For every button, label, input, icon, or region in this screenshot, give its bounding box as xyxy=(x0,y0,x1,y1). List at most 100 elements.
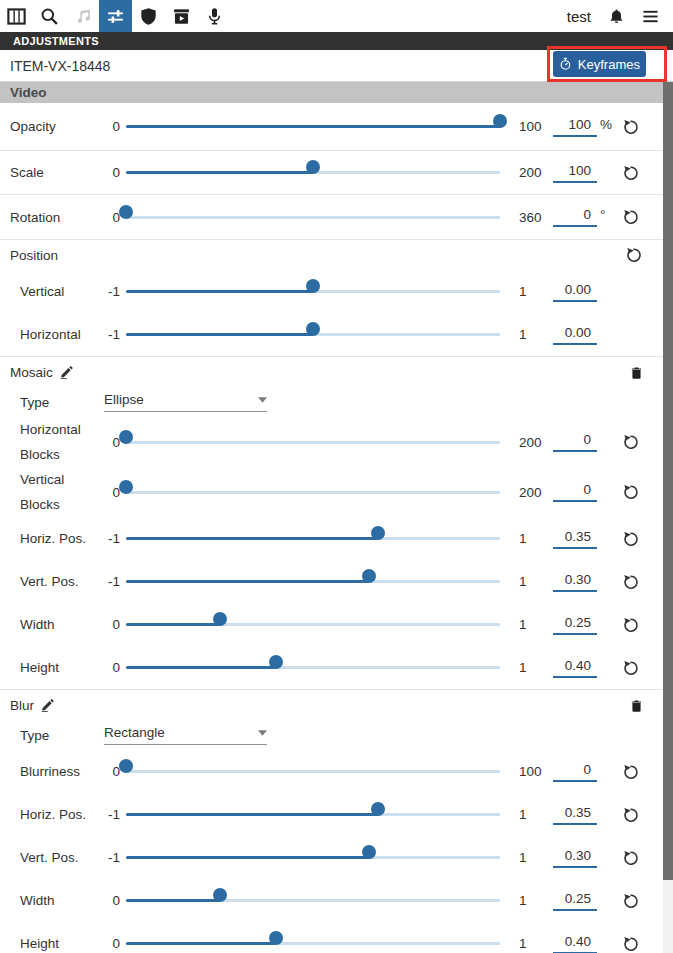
blur-delete-button[interactable] xyxy=(630,698,643,713)
tab-adjustments[interactable] xyxy=(99,0,132,32)
position-horizontal-value-input[interactable]: 0.00 xyxy=(553,325,597,345)
mosaic-horiz-pos-value-input[interactable]: 0.35 xyxy=(553,529,597,549)
blur-blurriness-value-input[interactable]: 0 xyxy=(553,762,597,782)
mosaic-width-value-input[interactable]: 0.25 xyxy=(553,615,597,635)
position-reset-button[interactable] xyxy=(625,246,643,264)
tab-voice[interactable] xyxy=(198,0,231,32)
blur-type-select[interactable]: Rectangle xyxy=(104,725,267,745)
blur-vert-pos-value-input[interactable]: 0.30 xyxy=(553,848,597,868)
slider-thumb[interactable] xyxy=(119,480,133,494)
edit-icon[interactable] xyxy=(60,365,74,379)
menu-icon[interactable] xyxy=(642,8,659,25)
video-opacity-value-input[interactable]: 100 xyxy=(553,117,597,137)
tab-shield[interactable] xyxy=(132,0,165,32)
blur-width-value-input[interactable]: 0.25 xyxy=(553,891,597,911)
mosaic-vertical-blocks-reset-button[interactable] xyxy=(622,483,640,501)
slider-track[interactable] xyxy=(126,491,500,494)
blur-horiz-pos-slider[interactable] xyxy=(126,808,500,822)
blur-width-reset-button[interactable] xyxy=(622,892,640,910)
slider-thumb[interactable] xyxy=(119,430,133,444)
video-rotation-reset-button[interactable] xyxy=(622,208,640,226)
video-rotation-value-input[interactable]: 0 xyxy=(553,207,597,227)
slider-track[interactable] xyxy=(126,666,500,669)
video-rotation-slider[interactable] xyxy=(126,210,500,224)
blur-blurriness-slider[interactable] xyxy=(126,765,500,779)
video-scale-reset-button[interactable] xyxy=(622,164,640,182)
blur-horiz-pos-reset-button[interactable] xyxy=(622,806,640,824)
mosaic-horiz-pos-reset-button[interactable] xyxy=(622,530,640,548)
mosaic-height-slider[interactable] xyxy=(126,661,500,675)
blur-vert-pos-reset-button[interactable] xyxy=(622,849,640,867)
mosaic-vert-pos-value-input[interactable]: 0.30 xyxy=(553,572,597,592)
video-scale-value-input[interactable]: 100 xyxy=(553,163,597,183)
slider-thumb[interactable] xyxy=(269,655,283,669)
position-vertical-value-input[interactable]: 0.00 xyxy=(553,282,597,302)
slider-thumb[interactable] xyxy=(119,205,133,219)
row-label: Vertical Blocks xyxy=(20,467,104,517)
mosaic-horizontal-blocks-reset-button[interactable] xyxy=(622,433,640,451)
mosaic-delete-button[interactable] xyxy=(630,365,643,380)
row-label: Width xyxy=(20,612,104,637)
slider-track[interactable] xyxy=(126,441,500,444)
section-position: PositionVertical-110.00Horizontal-110.00 xyxy=(0,239,663,356)
keyframes-button[interactable]: Keyframes xyxy=(553,51,646,77)
mosaic-horiz-pos-slider[interactable] xyxy=(126,532,500,546)
position-vertical-slider[interactable] xyxy=(126,285,500,299)
slider-thumb[interactable] xyxy=(213,888,227,902)
mosaic-horizontal-blocks-slider[interactable] xyxy=(126,435,500,449)
bell-icon[interactable] xyxy=(608,8,625,25)
slider-thumb[interactable] xyxy=(362,569,376,583)
blur-vert-pos-slider[interactable] xyxy=(126,851,500,865)
mosaic-width-reset-button[interactable] xyxy=(622,616,640,634)
slider-track[interactable] xyxy=(126,537,500,540)
slider-thumb[interactable] xyxy=(493,114,507,128)
slider-track[interactable] xyxy=(126,770,500,773)
slider-thumb[interactable] xyxy=(306,279,320,293)
video-opacity-slider[interactable] xyxy=(126,120,500,134)
blur-height-value-input[interactable]: 0.40 xyxy=(553,934,597,953)
mosaic-vert-pos-reset-button[interactable] xyxy=(622,573,640,591)
toolbar-tabs xyxy=(0,0,231,32)
row-label: Horizontal xyxy=(20,322,104,347)
mosaic-height-reset-button[interactable] xyxy=(622,659,640,677)
mosaic-height-value-input[interactable]: 0.40 xyxy=(553,658,597,678)
position-horizontal-slider[interactable] xyxy=(126,328,500,342)
slider-track[interactable] xyxy=(126,580,500,583)
video-opacity-reset-button[interactable] xyxy=(622,118,640,136)
mosaic-horizontal-blocks-value-input[interactable]: 0 xyxy=(553,432,597,452)
slider-track[interactable] xyxy=(126,899,500,902)
value-wrap: 0 xyxy=(553,482,616,502)
video-scale-slider[interactable] xyxy=(126,166,500,180)
mosaic-vertical-blocks-value-input[interactable]: 0 xyxy=(553,482,597,502)
slider-track[interactable] xyxy=(126,813,500,816)
tab-music[interactable] xyxy=(66,0,99,32)
tab-media[interactable] xyxy=(0,0,33,32)
slider-track[interactable] xyxy=(126,942,500,945)
scrollbar-thumb[interactable] xyxy=(663,82,673,880)
slider-thumb[interactable] xyxy=(362,845,376,859)
mosaic-vert-pos-slider[interactable] xyxy=(126,575,500,589)
blur-height-slider[interactable] xyxy=(126,937,500,951)
slider-track[interactable] xyxy=(126,216,500,219)
slider-track[interactable] xyxy=(126,623,500,626)
slider-thumb[interactable] xyxy=(213,612,227,626)
scrollbar-track[interactable] xyxy=(663,82,673,953)
mosaic-type-select[interactable]: Ellipse xyxy=(104,392,267,412)
tab-search[interactable] xyxy=(33,0,66,32)
tab-export[interactable] xyxy=(165,0,198,32)
mosaic-width-slider[interactable] xyxy=(126,618,500,632)
slider-thumb[interactable] xyxy=(269,931,283,945)
edit-icon[interactable] xyxy=(41,698,55,712)
slider-track[interactable] xyxy=(126,125,500,128)
slider-thumb[interactable] xyxy=(119,759,133,773)
user-name[interactable]: test xyxy=(567,8,591,25)
slider-thumb[interactable] xyxy=(306,160,320,174)
blur-width-slider[interactable] xyxy=(126,894,500,908)
slider-row-blur-width: Width010.25 xyxy=(0,879,663,922)
blur-height-reset-button[interactable] xyxy=(622,935,640,953)
slider-thumb[interactable] xyxy=(306,322,320,336)
mosaic-vertical-blocks-slider[interactable] xyxy=(126,485,500,499)
blur-blurriness-reset-button[interactable] xyxy=(622,763,640,781)
blur-horiz-pos-value-input[interactable]: 0.35 xyxy=(553,805,597,825)
slider-track[interactable] xyxy=(126,856,500,859)
